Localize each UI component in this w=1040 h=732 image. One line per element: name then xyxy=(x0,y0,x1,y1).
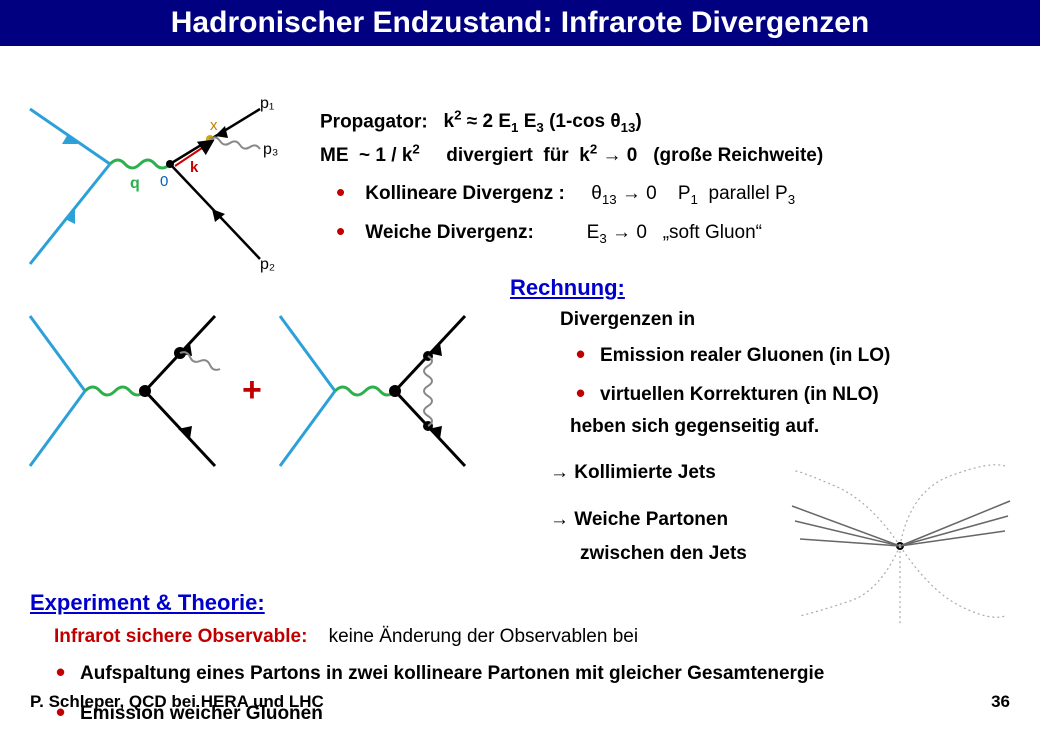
soft-divergence: Weiche Divergenz: E3 → 0 „soft Gluon“ xyxy=(360,212,1020,251)
rechnung-list: Emission realer Gluonen (in LO) virtuell… xyxy=(510,335,910,413)
title-bar: Hadronischer Endzustand: Infrarote Diver… xyxy=(0,0,1040,46)
page-title: Hadronischer Endzustand: Infrarote Diver… xyxy=(171,6,869,39)
divergenzen-in: Divergenzen in xyxy=(510,306,910,335)
collinear-splitting: Aufspaltung eines Partons in zwei kollin… xyxy=(80,652,1010,692)
propagator-equation: k2 ≈ 2 E1 E3 (1-cos θ13) xyxy=(444,111,642,132)
ir-safe-label: Infrarot sichere Observable: xyxy=(30,626,307,647)
svg-text:p₃: p₃ xyxy=(263,141,278,158)
svg-text:q: q xyxy=(130,175,140,192)
propagator-text: Propagator: k2 ≈ 2 E1 E3 (1-cos θ13) ME … xyxy=(320,106,1020,251)
svg-text:x: x xyxy=(210,117,218,134)
propagator-label: Propagator: xyxy=(320,111,428,132)
emission-real: Emission realer Gluonen (in LO) xyxy=(600,335,910,374)
cancel-out: heben sich gegenseitig auf. xyxy=(510,413,910,442)
collinear-divergence: Kollineare Divergenz : θ13 → 0 P1 parall… xyxy=(360,173,1020,212)
svg-text:0: 0 xyxy=(160,173,168,190)
me-label: ME ~ 1 / k2 xyxy=(320,145,420,166)
svg-text:p₂: p₂ xyxy=(260,256,275,273)
svg-text:k: k xyxy=(190,159,199,176)
page-number: 36 xyxy=(991,692,1010,712)
footer-author: P. Schleper, QCD bei HERA und LHC xyxy=(30,692,324,712)
rechnung-header: Rechnung: xyxy=(510,271,910,304)
svg-text:p₁: p₁ xyxy=(260,95,274,112)
footer: P. Schleper, QCD bei HERA und LHC 36 xyxy=(30,692,1010,712)
virtual-corrections: virtuellen Korrekturen (in NLO) xyxy=(600,374,910,413)
experiment-header: Experiment & Theorie: xyxy=(30,586,1010,620)
divergence-list: Kollineare Divergenz : θ13 → 0 P1 parall… xyxy=(320,173,1020,251)
ir-safe-cont: keine Änderung der Observablen bei xyxy=(329,626,638,647)
feynman-diagram-propagator: p₁ p₃ p₂ x 0 k q xyxy=(20,94,290,274)
feynman-diagrams-lo-nlo: + xyxy=(20,296,480,486)
me-rest: divergiert für k2 → 0 (große Reichweite) xyxy=(446,145,823,166)
svg-text:+: + xyxy=(242,371,262,409)
